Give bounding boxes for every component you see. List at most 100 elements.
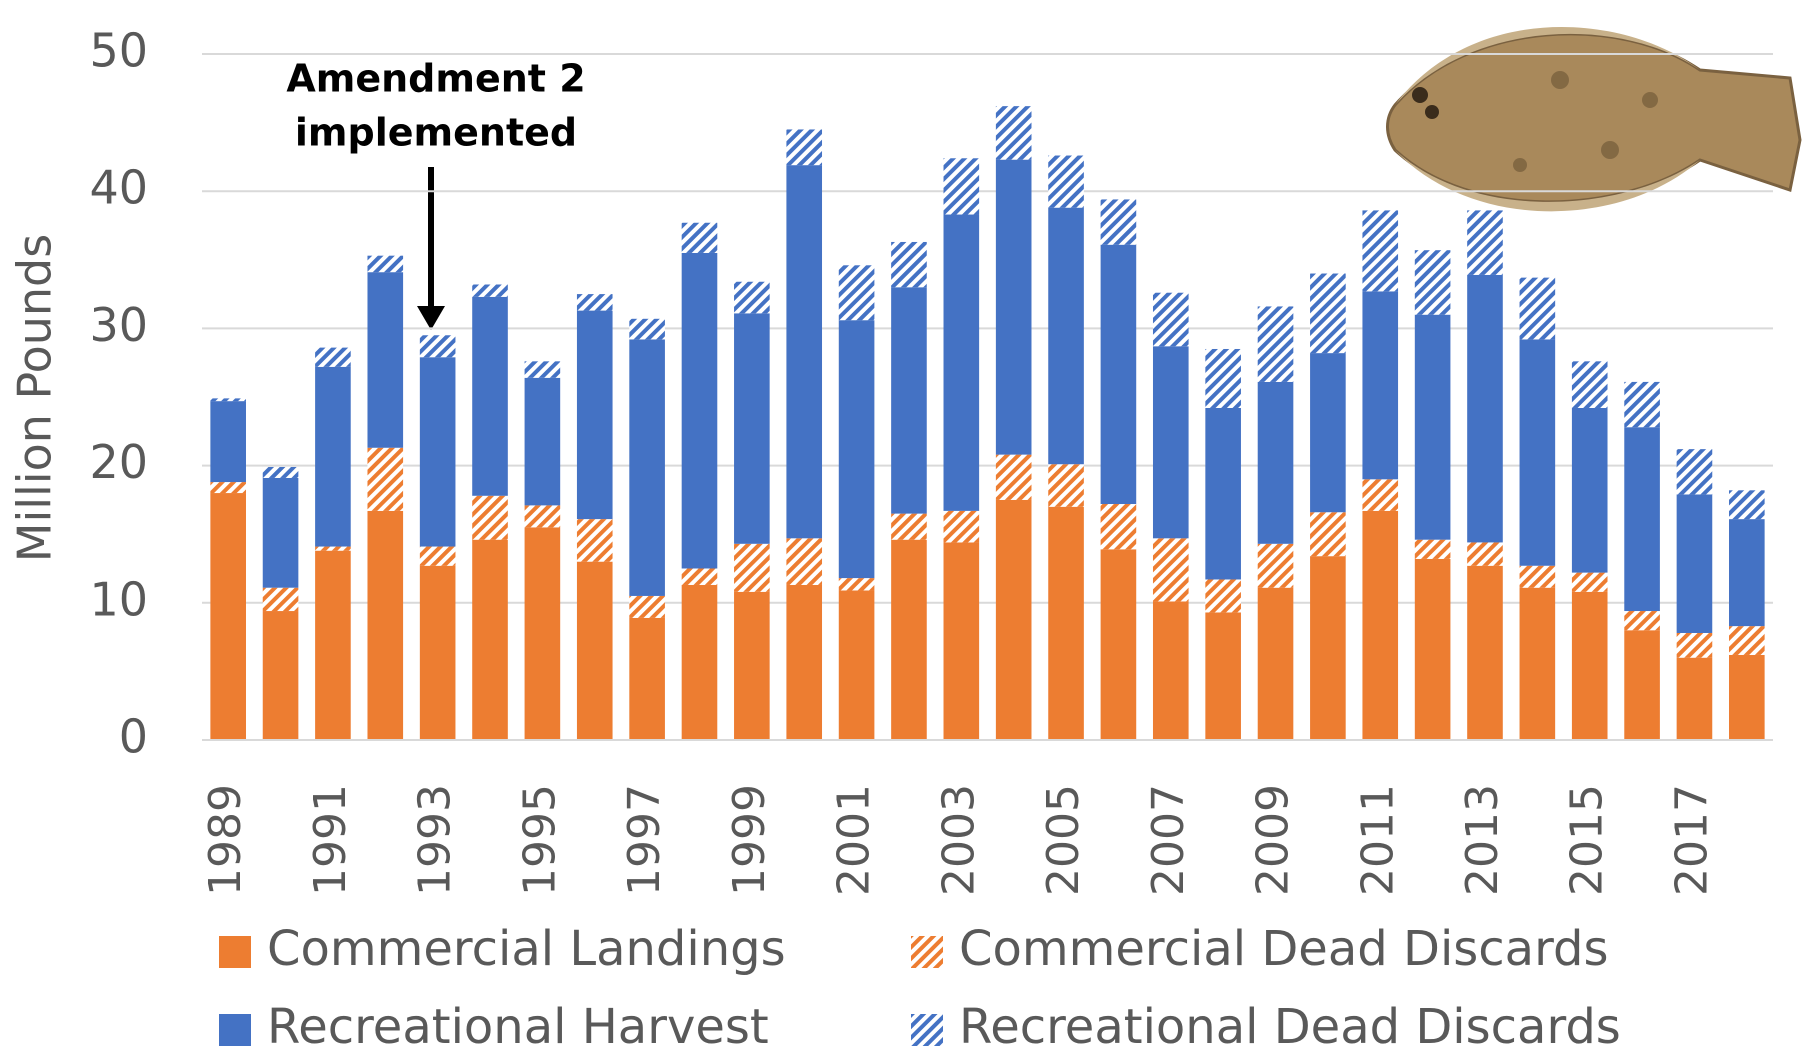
bar-segment (1729, 490, 1765, 520)
bar-segment (1676, 494, 1713, 633)
bar-segment (1152, 292, 1189, 347)
bar-segment (1624, 427, 1660, 612)
x-tick-label: 1997 (619, 784, 670, 896)
bar-segment (419, 546, 456, 566)
bar-segment (1205, 612, 1241, 740)
x-tick-label: 1989 (200, 784, 251, 896)
y-tick-label: 40 (89, 161, 148, 215)
y-tick-label: 0 (119, 710, 148, 764)
bar-segment (734, 281, 770, 314)
bar-segment (472, 495, 508, 540)
bar-segment (681, 568, 718, 585)
bar-segment (786, 165, 823, 539)
x-tick-label: 2001 (829, 784, 880, 896)
legend-label: Commercial Landings (267, 921, 786, 977)
bar-segment (524, 361, 561, 378)
bar-segment (315, 366, 351, 547)
bar-segment (472, 539, 508, 740)
bar-segment (524, 377, 561, 506)
bar-segment (1362, 510, 1399, 740)
bar-segment (995, 106, 1032, 160)
bar-segment (1519, 277, 1556, 340)
bar-segment (1624, 381, 1660, 428)
bar-segment (576, 294, 613, 311)
bar-segment (1729, 626, 1765, 655)
bar-segment (472, 284, 508, 297)
bar-segment (1624, 611, 1660, 631)
bar-segment (1257, 587, 1294, 740)
bar-segment (367, 255, 404, 273)
bar-segment (1310, 273, 1346, 354)
bar-segment (1362, 479, 1399, 511)
bar-segment (419, 565, 456, 740)
bar-segment (1414, 250, 1451, 315)
bar-segment (1467, 274, 1503, 543)
bar-segment (838, 578, 875, 591)
bar-segment (419, 335, 456, 358)
bar-segment (943, 158, 980, 215)
bar-segment (681, 222, 718, 253)
x-tick-label: 1995 (514, 784, 565, 896)
bar-segment (838, 590, 875, 740)
bar-segment (1676, 632, 1713, 658)
bar-segment (629, 339, 665, 596)
bar-segment (1467, 542, 1503, 566)
bar-segment (367, 447, 404, 511)
bar-segment (838, 265, 875, 321)
bar-segment (524, 527, 561, 740)
bar-segment (1729, 519, 1765, 627)
bar-segment (734, 313, 770, 544)
x-tick-label: 2003 (933, 784, 984, 896)
legend-label: Recreational Dead Discards (959, 999, 1621, 1055)
x-tick-label: 2011 (1352, 784, 1403, 896)
bar-segment (1048, 464, 1084, 507)
bar-segment (262, 466, 299, 478)
bar-segment (681, 584, 718, 740)
bar-segment (1152, 538, 1189, 602)
bar-segment (472, 296, 508, 496)
bar-segment (1205, 348, 1241, 408)
legend-label: Recreational Harvest (267, 999, 769, 1055)
bar-segment (1676, 657, 1713, 740)
bar-segment (1257, 306, 1294, 382)
bar-segment (786, 129, 823, 166)
bar-segment (576, 310, 613, 520)
bar-segment (1414, 539, 1451, 559)
x-tick-label: 2017 (1666, 784, 1717, 896)
bar-segment (629, 617, 665, 740)
bar-segment (1571, 572, 1608, 592)
y-tick-label: 30 (89, 298, 148, 352)
bar-segment (995, 454, 1032, 500)
bar-segment (1152, 601, 1189, 740)
bar-segment (262, 611, 299, 740)
bar-segment (1152, 346, 1189, 539)
bar-segment (1048, 155, 1084, 208)
bar-segment (1205, 407, 1241, 580)
bar-segment (1100, 244, 1137, 505)
bar-segment (1519, 587, 1556, 740)
annotation-text: Amendment 2 (286, 57, 585, 101)
bar-segment (1257, 543, 1294, 588)
bar-segment (315, 550, 351, 740)
bar-segment (1100, 504, 1137, 550)
y-tick-label: 10 (89, 572, 148, 626)
bar-segment (210, 493, 246, 740)
legend-swatch (911, 1014, 943, 1046)
x-tick-label: 2015 (1562, 784, 1613, 896)
bar-segment (995, 499, 1032, 740)
bar-segment (629, 318, 665, 340)
bar-segment (1257, 381, 1294, 544)
bar-segment (1205, 579, 1241, 613)
bar-segment (1414, 314, 1451, 540)
bar-segment (1310, 512, 1346, 557)
bar-segment (315, 347, 351, 367)
bar-segment (891, 513, 927, 540)
bar-segment (315, 546, 351, 551)
bar-segment (786, 584, 823, 740)
bar-segment (1729, 654, 1765, 740)
bar-segment (1467, 210, 1503, 275)
bar-segment (1676, 449, 1713, 495)
bar-segment (576, 519, 613, 562)
bar-segment (367, 272, 404, 448)
